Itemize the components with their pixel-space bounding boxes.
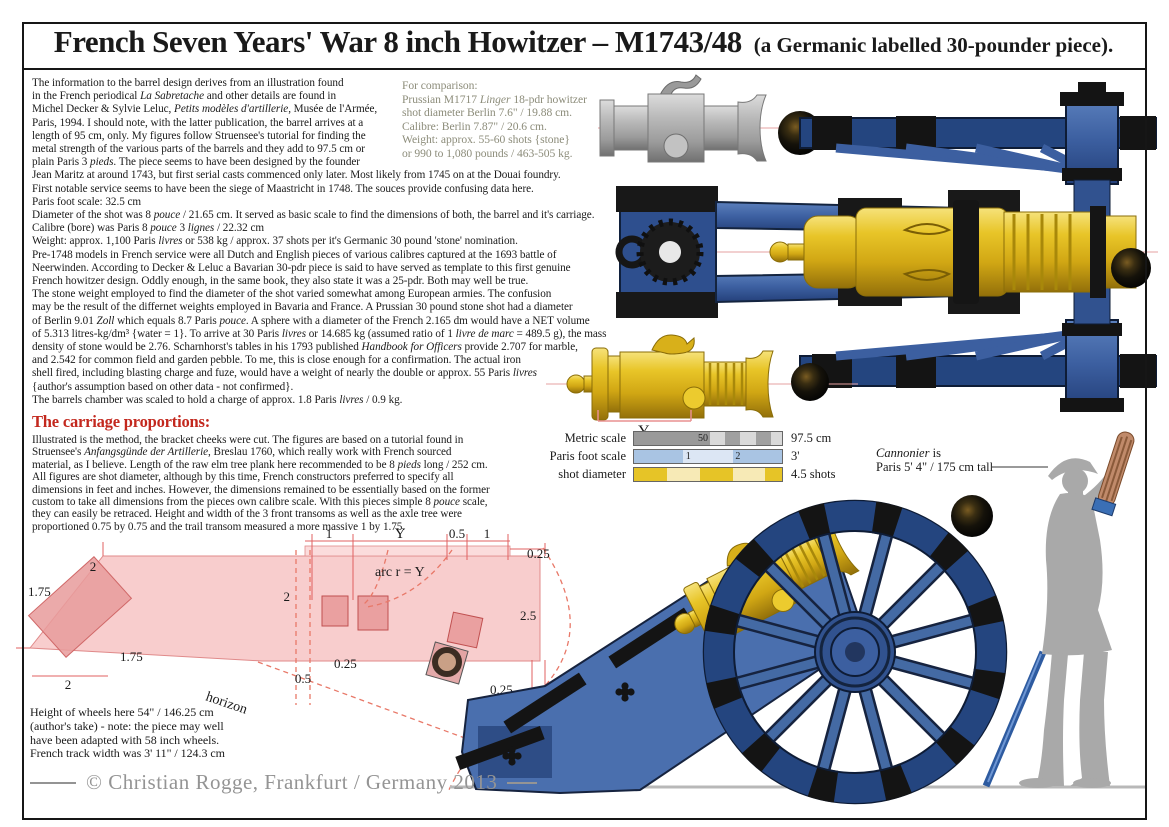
howitzer-side-view-illustration: [450, 495, 1146, 805]
dim-label: 2.5: [520, 608, 536, 623]
page-title: French Seven Years' War 8 inch Howitzer …: [53, 24, 742, 59]
y-dimension-bracket: [597, 410, 692, 422]
copyright-row: © Christian Rogge, Frankfurt / Germany 2…: [30, 770, 538, 795]
dim-label: 0.5: [449, 526, 465, 541]
comparison-note: For comparison: Prussian M1717 Linger 18-…: [402, 79, 587, 160]
wheel-height-note: Height of wheels here 54" / 146.25 cm (au…: [30, 705, 225, 761]
trunnion: [663, 133, 689, 159]
dim-label: 2: [90, 559, 97, 574]
trunnion: [682, 386, 706, 410]
rammer-tool: [1091, 431, 1135, 517]
nave-ring: [432, 647, 462, 677]
french-barrel-illustration: Y: [546, 334, 858, 440]
shot-diameter-scale-value: 4.5 shots: [791, 466, 836, 481]
copyright-text: © Christian Rogge, Frankfurt / Germany 2…: [86, 770, 498, 794]
trail-transom: [27, 556, 133, 658]
front-transom: [321, 595, 349, 627]
cannonier-pointer-line: [992, 466, 1048, 468]
intro-paragraph: The information to the barrel design der…: [32, 77, 607, 406]
top-view-wheel-upper: [799, 82, 1157, 185]
dim-label: 0.25: [334, 656, 357, 671]
copyright-rule-right: [507, 781, 538, 784]
metric-50-mark: 50: [698, 432, 708, 444]
title-divider: [22, 68, 1147, 70]
dolphin-handle: [651, 334, 695, 355]
dim-label: 0.5: [295, 671, 311, 686]
paris-foot-scale-value: 3': [791, 448, 800, 463]
shot-ball: [791, 363, 829, 401]
metric-scale-label: Metric scale: [564, 430, 626, 445]
shot-ball: [951, 495, 993, 537]
carriage-wheel: [702, 499, 1008, 805]
dim-label: 1.75: [28, 584, 51, 599]
shot-ball: [1111, 248, 1151, 288]
metric-scale-row: Metric scale 50 97.5 cm: [536, 430, 835, 446]
page-subtitle: (a Germanic labelled 30-pounder piece).: [753, 33, 1114, 57]
dim-label: Y: [395, 526, 406, 542]
dim-label: 2: [65, 677, 72, 692]
shot-diameter-scale-bar: [633, 466, 783, 482]
paris-foot-mark-1: 1: [685, 450, 691, 462]
carriage-proportions-diagram: 1 Y 0.5 1 0.25 1.75 2 1.75 2 2 arc r = Y…: [16, 526, 599, 793]
howitzer-top-view-illustration: [615, 82, 1158, 412]
dim-label: 2: [284, 589, 291, 604]
carriage-proportions-paragraph: Illustrated is the method, the bracket c…: [32, 434, 490, 533]
paris-foot-scale-label: Paris foot scale: [549, 448, 626, 463]
cannonier-note-line1: Cannonier is: [876, 446, 941, 460]
top-view-wheel-lower: [799, 319, 1157, 412]
front-transom: [357, 595, 389, 631]
paris-foot-scale-row: Paris foot scale 1 2 3': [536, 448, 835, 464]
copyright-rule-left: [30, 781, 76, 784]
title-bar: French Seven Years' War 8 inch Howitzer …: [24, 24, 1143, 68]
cannonier-note: Cannonier is Paris 5' 4" / 175 cm tall: [876, 446, 993, 474]
dim-label: arc r = Y: [375, 565, 425, 580]
shot-diameter-scale-row: shot diameter 4.5 shots: [536, 466, 836, 482]
plate-border-frame: [22, 22, 1147, 820]
top-view-barrel: [769, 200, 1137, 304]
metric-scale-value: 97.5 cm: [791, 430, 832, 445]
dim-label: 1.75: [120, 649, 143, 664]
dim-label: 1: [484, 526, 491, 541]
paris-foot-mark-2: 2: [735, 450, 741, 462]
front-transom: [446, 611, 484, 649]
dim-label: 0.25: [527, 546, 550, 561]
scale-bars: Metric scale 50 97.5 cm Paris foot scale…: [536, 430, 836, 485]
eagle-ornament: [659, 74, 702, 98]
dim-label: 1: [326, 526, 333, 541]
carriage-proportions-heading: The carriage proportions:: [32, 412, 211, 431]
paris-foot-scale-bar: 1 2: [633, 448, 783, 464]
cannonier-note-line2: Paris 5' 4" / 175 cm tall: [876, 460, 994, 474]
metric-scale-bar: 50: [633, 430, 783, 446]
cannonier-silhouette: [1019, 458, 1115, 788]
shot-diameter-scale-label: shot diameter: [558, 466, 626, 481]
